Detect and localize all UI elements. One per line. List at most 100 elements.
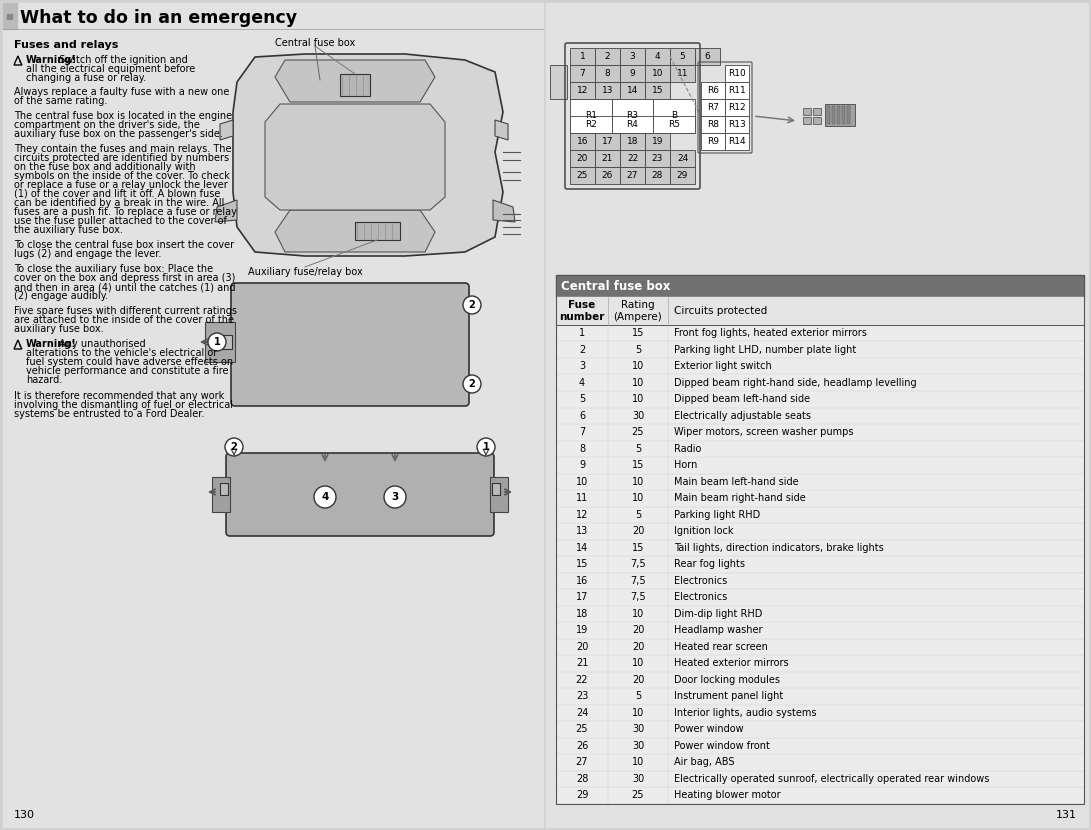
Text: lugs (2) and engage the lever.: lugs (2) and engage the lever. <box>14 249 161 259</box>
Text: Headlamp washer: Headlamp washer <box>674 625 763 635</box>
Text: Main beam right-hand side: Main beam right-hand side <box>674 493 806 503</box>
Bar <box>556 622 1084 638</box>
Bar <box>837 106 840 124</box>
Text: (1) of the cover and lift it off. A blown fuse: (1) of the cover and lift it off. A blow… <box>14 189 220 199</box>
Bar <box>556 738 1084 754</box>
Bar <box>556 573 1084 589</box>
Bar <box>570 48 595 65</box>
Text: Electronics: Electronics <box>674 576 728 586</box>
Bar <box>702 82 726 99</box>
Text: 15: 15 <box>632 461 644 471</box>
Polygon shape <box>275 210 435 252</box>
Text: Rear fog lights: Rear fog lights <box>674 559 745 569</box>
Bar <box>556 754 1084 770</box>
Text: can be identified by a break in the wire. All: can be identified by a break in the wire… <box>14 198 225 208</box>
Text: R7: R7 <box>707 103 719 112</box>
Bar <box>570 133 595 150</box>
Bar <box>595 167 620 184</box>
Bar <box>803 117 811 124</box>
Text: 26: 26 <box>602 171 613 180</box>
Circle shape <box>463 375 481 393</box>
Text: 14: 14 <box>576 543 588 553</box>
Text: 3: 3 <box>579 361 585 371</box>
Bar <box>695 48 720 65</box>
Text: Dipped beam right-hand side, headlamp levelling: Dipped beam right-hand side, headlamp le… <box>674 378 916 388</box>
Text: 8: 8 <box>604 69 610 78</box>
Text: fuses are a push fit. To replace a fuse or relay: fuses are a push fit. To replace a fuse … <box>14 207 237 217</box>
Text: ■: ■ <box>5 12 13 21</box>
Polygon shape <box>265 104 445 210</box>
Text: To close the central fuse box insert the cover: To close the central fuse box insert the… <box>14 240 235 250</box>
Text: 4: 4 <box>322 492 328 502</box>
Polygon shape <box>493 200 515 222</box>
Text: R3: R3 <box>626 111 638 120</box>
Text: 19: 19 <box>651 137 663 146</box>
Bar <box>813 108 822 115</box>
Polygon shape <box>233 54 503 256</box>
Text: R9: R9 <box>707 137 719 146</box>
Text: 26: 26 <box>576 740 588 751</box>
Text: 4: 4 <box>655 52 660 61</box>
Polygon shape <box>215 200 237 222</box>
Text: Auxiliary fuse/relay box: Auxiliary fuse/relay box <box>248 267 362 277</box>
Text: 23: 23 <box>576 691 588 701</box>
Text: 10: 10 <box>632 493 644 503</box>
Text: 7,5: 7,5 <box>631 593 646 603</box>
Text: Parking light RHD: Parking light RHD <box>674 510 760 520</box>
Text: cover on the box and depress first in area (3): cover on the box and depress first in ar… <box>14 273 236 283</box>
Text: What to do in an emergency: What to do in an emergency <box>20 9 297 27</box>
Text: 9: 9 <box>630 69 635 78</box>
Bar <box>556 473 1084 490</box>
Text: R12: R12 <box>728 103 746 112</box>
Text: R8: R8 <box>707 120 719 129</box>
Bar <box>550 65 567 99</box>
Text: R5: R5 <box>668 120 680 129</box>
Text: 2: 2 <box>579 344 585 354</box>
Bar <box>556 655 1084 671</box>
Bar <box>726 133 750 150</box>
Bar <box>556 523 1084 540</box>
Bar <box>620 82 645 99</box>
Bar <box>556 705 1084 721</box>
Bar <box>645 82 670 99</box>
Text: Fuses and relays: Fuses and relays <box>14 40 119 50</box>
Text: 12: 12 <box>576 510 588 520</box>
Text: Electrically operated sunroof, electrically operated rear windows: Electrically operated sunroof, electrica… <box>674 774 990 784</box>
Text: 17: 17 <box>576 593 588 603</box>
Text: R10: R10 <box>728 69 746 78</box>
Text: 6: 6 <box>705 52 710 61</box>
Text: and then in area (4) until the catches (1) and: and then in area (4) until the catches (… <box>14 282 236 292</box>
Text: 27: 27 <box>627 171 638 180</box>
Polygon shape <box>220 120 233 140</box>
Text: 20: 20 <box>632 675 644 685</box>
Text: 2: 2 <box>230 442 238 452</box>
Bar <box>556 589 1084 606</box>
Bar <box>645 150 670 167</box>
Text: Interior lights, audio systems: Interior lights, audio systems <box>674 708 816 718</box>
Text: 2: 2 <box>469 379 476 389</box>
Text: 2: 2 <box>604 52 610 61</box>
Bar <box>612 99 654 133</box>
Text: Always replace a faulty fuse with a new one: Always replace a faulty fuse with a new … <box>14 87 229 97</box>
Text: hazard.: hazard. <box>26 375 62 385</box>
Bar <box>570 82 595 99</box>
Text: 131: 131 <box>1056 810 1077 820</box>
Text: are attached to the inside of the cover of the: are attached to the inside of the cover … <box>14 315 233 325</box>
Text: 7: 7 <box>579 427 585 437</box>
Text: 5: 5 <box>635 510 642 520</box>
Circle shape <box>463 296 481 314</box>
Text: Ignition lock: Ignition lock <box>674 526 733 536</box>
Text: 13: 13 <box>576 526 588 536</box>
Text: 15: 15 <box>576 559 588 569</box>
Text: 5: 5 <box>579 394 585 404</box>
Bar <box>645 48 670 65</box>
Text: 10: 10 <box>632 658 644 668</box>
Text: of the same rating.: of the same rating. <box>14 96 107 106</box>
Text: Front fog lights, heated exterior mirrors: Front fog lights, heated exterior mirror… <box>674 328 867 339</box>
Bar <box>221 335 232 349</box>
Bar <box>556 506 1084 523</box>
Bar <box>570 167 595 184</box>
Bar <box>570 150 595 167</box>
Circle shape <box>208 333 226 351</box>
Text: 18: 18 <box>576 608 588 618</box>
